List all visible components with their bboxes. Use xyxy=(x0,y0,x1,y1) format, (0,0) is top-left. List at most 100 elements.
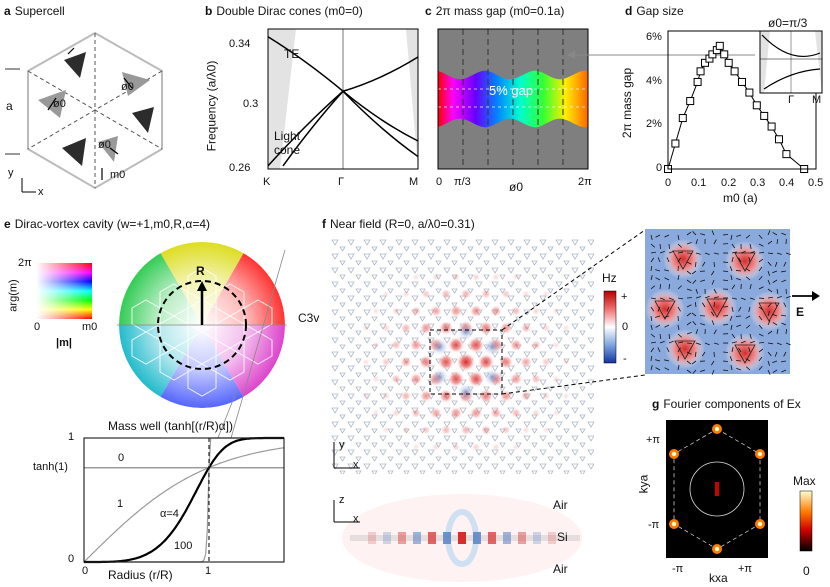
gap-point xyxy=(701,58,709,67)
zoom-hotspot xyxy=(665,329,705,369)
mass-gap-plot xyxy=(437,28,589,170)
inset-band-plot xyxy=(759,30,823,94)
e-field-arrow xyxy=(650,285,656,290)
mw-xlabel: Radius (r/R) xyxy=(108,568,173,582)
phi0-label-1: ø0 xyxy=(121,81,134,93)
e-field-arrow xyxy=(758,266,763,272)
field-hotspot xyxy=(409,338,423,352)
side-field-cell xyxy=(443,532,451,544)
side-field-cell xyxy=(458,532,466,544)
e-field-arrow xyxy=(650,324,653,330)
e-field-arrow xyxy=(704,252,710,256)
g-xtick-0: -π xyxy=(672,563,684,575)
side-field-cell xyxy=(518,532,526,544)
e-field-arrow xyxy=(774,261,778,267)
e-field-arrow xyxy=(650,275,653,281)
e-field-arrow xyxy=(767,261,772,267)
e-field-arrow xyxy=(745,315,751,319)
e-field-arrow xyxy=(702,261,706,267)
e-field-arrow xyxy=(740,297,746,301)
fourier-colorbar xyxy=(799,490,813,552)
zoomed-field xyxy=(645,229,791,375)
e-field-arrow xyxy=(700,323,706,326)
e-field-arrow xyxy=(731,284,736,290)
field-hotspot xyxy=(520,322,532,334)
e-field-arrow xyxy=(650,333,656,338)
legend-arg-label: arg(m) xyxy=(7,279,20,312)
side-field-cell xyxy=(548,532,556,544)
zoom-triangle xyxy=(672,250,694,270)
e-field-arrow xyxy=(758,258,764,263)
e-field-arrow xyxy=(655,277,661,281)
gray-triangle xyxy=(98,136,118,162)
field-hotspot xyxy=(399,355,413,369)
b-ytick-1: 0.3 xyxy=(243,98,259,110)
e-field-arrow xyxy=(722,314,729,317)
e-field-arrow xyxy=(677,333,682,338)
d-xtick-2: 0.2 xyxy=(721,177,737,189)
e-field-arrow xyxy=(758,356,763,362)
mw-ytick-0: 0 xyxy=(68,553,75,565)
e-field-arrow xyxy=(745,358,751,362)
field-hotspot xyxy=(480,288,492,300)
e-field-arrow xyxy=(731,347,734,353)
field-hotspot xyxy=(437,353,455,371)
field-hotspot xyxy=(391,306,401,316)
e-field-arrow xyxy=(664,367,670,371)
hz-plus: + xyxy=(621,291,628,303)
e-field-arrow xyxy=(677,275,680,281)
d-ytick-2: 2% xyxy=(646,118,662,130)
e-field-arrow xyxy=(664,277,670,281)
e-field-arrow xyxy=(748,306,751,312)
e-field-arrow xyxy=(650,297,656,300)
e-field-arrow xyxy=(668,340,674,344)
field-hotspot xyxy=(361,357,371,367)
e-field-arrow xyxy=(758,365,763,371)
field-hotspot xyxy=(390,339,402,351)
e-field-arrow xyxy=(664,324,670,328)
e-field-arrow xyxy=(655,367,661,371)
e-field-arrow xyxy=(650,234,653,240)
panel-f-title: f Near field (R=0, a/λ0=0.31) xyxy=(322,217,475,231)
gap-point xyxy=(715,41,724,50)
e-field-arrow xyxy=(686,321,692,326)
c-xtick-1: π/3 xyxy=(454,176,471,188)
field-hotspot xyxy=(381,391,391,401)
field-hotspot xyxy=(400,322,412,334)
e-field-arrow xyxy=(650,341,656,344)
e-field-arrow xyxy=(758,348,764,353)
field-hotspot xyxy=(449,406,463,420)
layer-air-bottom: Air xyxy=(553,562,568,576)
f-axis-y: y xyxy=(339,439,345,451)
e-field-arrow xyxy=(781,279,787,283)
e-field-arrow xyxy=(677,306,681,312)
f-axis-x2: x xyxy=(353,513,359,525)
gap-point xyxy=(782,150,791,159)
mass-well-plot xyxy=(83,436,285,564)
e-field-arrow xyxy=(767,320,771,326)
e-field-arrow xyxy=(781,360,787,363)
e-field-arrow xyxy=(691,360,697,365)
e-field-arrow xyxy=(666,257,670,263)
field-hotspot xyxy=(451,272,461,282)
field-hotspot xyxy=(456,352,476,372)
field-hotspot xyxy=(511,272,521,282)
e-field-arrow xyxy=(659,251,665,254)
field-hotspot xyxy=(401,425,411,435)
field-hotspot xyxy=(431,442,441,452)
e-field-arrow xyxy=(776,342,782,346)
e-field-arrow xyxy=(704,342,710,346)
e-field-arrow xyxy=(738,347,742,353)
e-field-arrow xyxy=(659,283,662,290)
e-field-arrow xyxy=(745,276,751,281)
e-field-arrow xyxy=(758,315,763,321)
side-field-cell xyxy=(413,532,421,544)
fourier-peak-core xyxy=(757,521,763,527)
e-field-arrow xyxy=(655,324,661,328)
zoom-lines xyxy=(501,229,646,395)
field-hotspot xyxy=(440,424,452,436)
c-xlabel: ø0 xyxy=(509,180,524,194)
e-field-arrow xyxy=(783,302,787,308)
field-hotspot xyxy=(460,424,472,436)
e-field-arrow xyxy=(758,324,763,330)
